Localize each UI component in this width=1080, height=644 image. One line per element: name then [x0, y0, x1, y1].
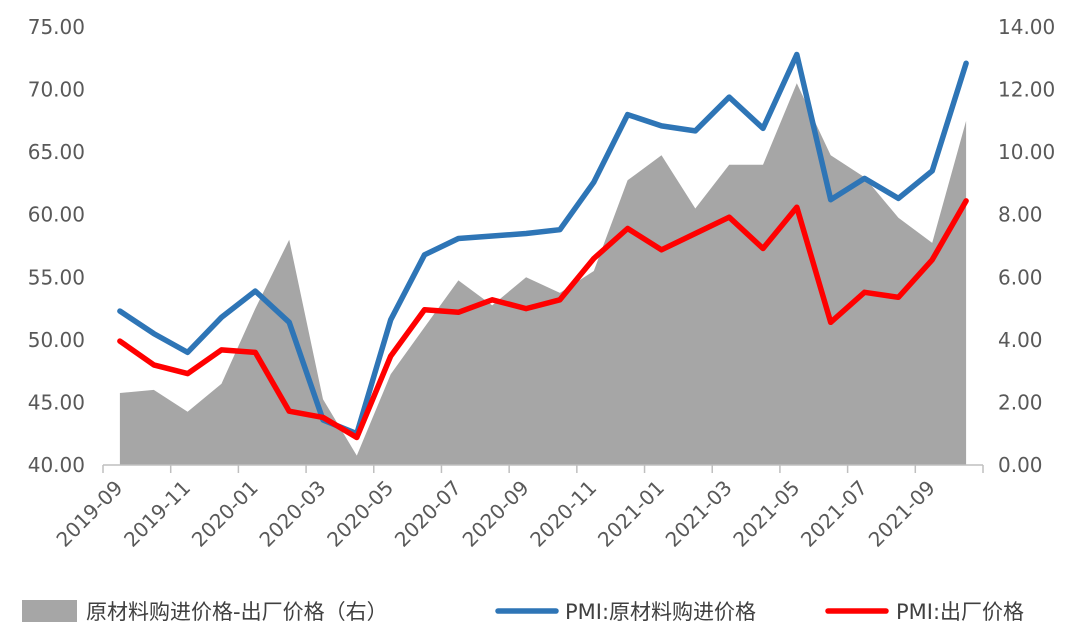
x-tick-label: 2021-05 — [728, 476, 804, 552]
x-tick-label: 2019-09 — [51, 476, 127, 552]
right-y-tick-label: 14.00 — [998, 15, 1055, 39]
legend-label-raw-material: PMI:原材料购进价格 — [565, 600, 756, 624]
x-tick-label: 2021-07 — [796, 476, 872, 552]
x-tick-label: 2020-11 — [525, 476, 601, 552]
x-tick-label: 2020-07 — [390, 476, 466, 552]
left-y-axis: 40.00 45.00 50.00 55.00 60.00 65.00 70.00 75.00 — [28, 15, 85, 477]
area-layer — [119, 83, 967, 466]
right-y-tick-label: 12.00 — [998, 78, 1055, 102]
series-line-raw-material-price — [117, 51, 969, 437]
axis-layer — [102, 464, 984, 473]
x-tick-label: 2021-03 — [661, 476, 737, 552]
legend-label-area: 原材料购进价格-出厂价格（右） — [86, 600, 388, 624]
series-line-output-price — [117, 198, 969, 441]
left-y-tick-label: 60.00 — [28, 203, 85, 227]
x-tick-label: 2021-01 — [593, 476, 669, 552]
left-y-tick-label: 50.00 — [28, 328, 85, 352]
legend-label-output-price: PMI:出厂价格 — [896, 600, 1024, 624]
right-y-axis: 0.00 2.00 4.00 6.00 8.00 10.00 12.00 14.00 — [998, 15, 1055, 477]
left-y-tick-label: 55.00 — [28, 265, 85, 289]
left-y-tick-label: 70.00 — [28, 78, 85, 102]
right-y-tick-label: 2.00 — [998, 390, 1043, 414]
left-y-tick-label: 65.00 — [28, 140, 85, 164]
x-tick-label: 2020-09 — [458, 476, 534, 552]
right-y-tick-label: 6.00 — [998, 265, 1043, 289]
left-y-tick-label: 75.00 — [28, 15, 85, 39]
left-y-tick-label: 40.00 — [28, 453, 85, 477]
right-y-tick-label: 0.00 — [998, 453, 1043, 477]
x-tick-label: 2020-01 — [187, 476, 263, 552]
right-y-tick-label: 10.00 — [998, 140, 1055, 164]
right-y-tick-label: 8.00 — [998, 203, 1043, 227]
legend: 原材料购进价格-出厂价格（右） PMI:原材料购进价格 PMI:出厂价格 — [22, 600, 1024, 624]
x-tick-label: 2019-11 — [119, 476, 195, 552]
x-tick-label: 2020-03 — [254, 476, 330, 552]
left-y-tick-label: 45.00 — [28, 390, 85, 414]
legend-swatch-area — [22, 600, 77, 622]
series-area-spread — [119, 83, 967, 466]
x-tick-label: 2020-05 — [322, 476, 398, 552]
right-y-tick-label: 4.00 — [998, 328, 1043, 352]
x-tick-label: 2021-09 — [864, 476, 940, 552]
x-axis: 2019-092019-112020-012020-032020-052020-… — [51, 476, 939, 552]
line-layer — [117, 51, 969, 441]
